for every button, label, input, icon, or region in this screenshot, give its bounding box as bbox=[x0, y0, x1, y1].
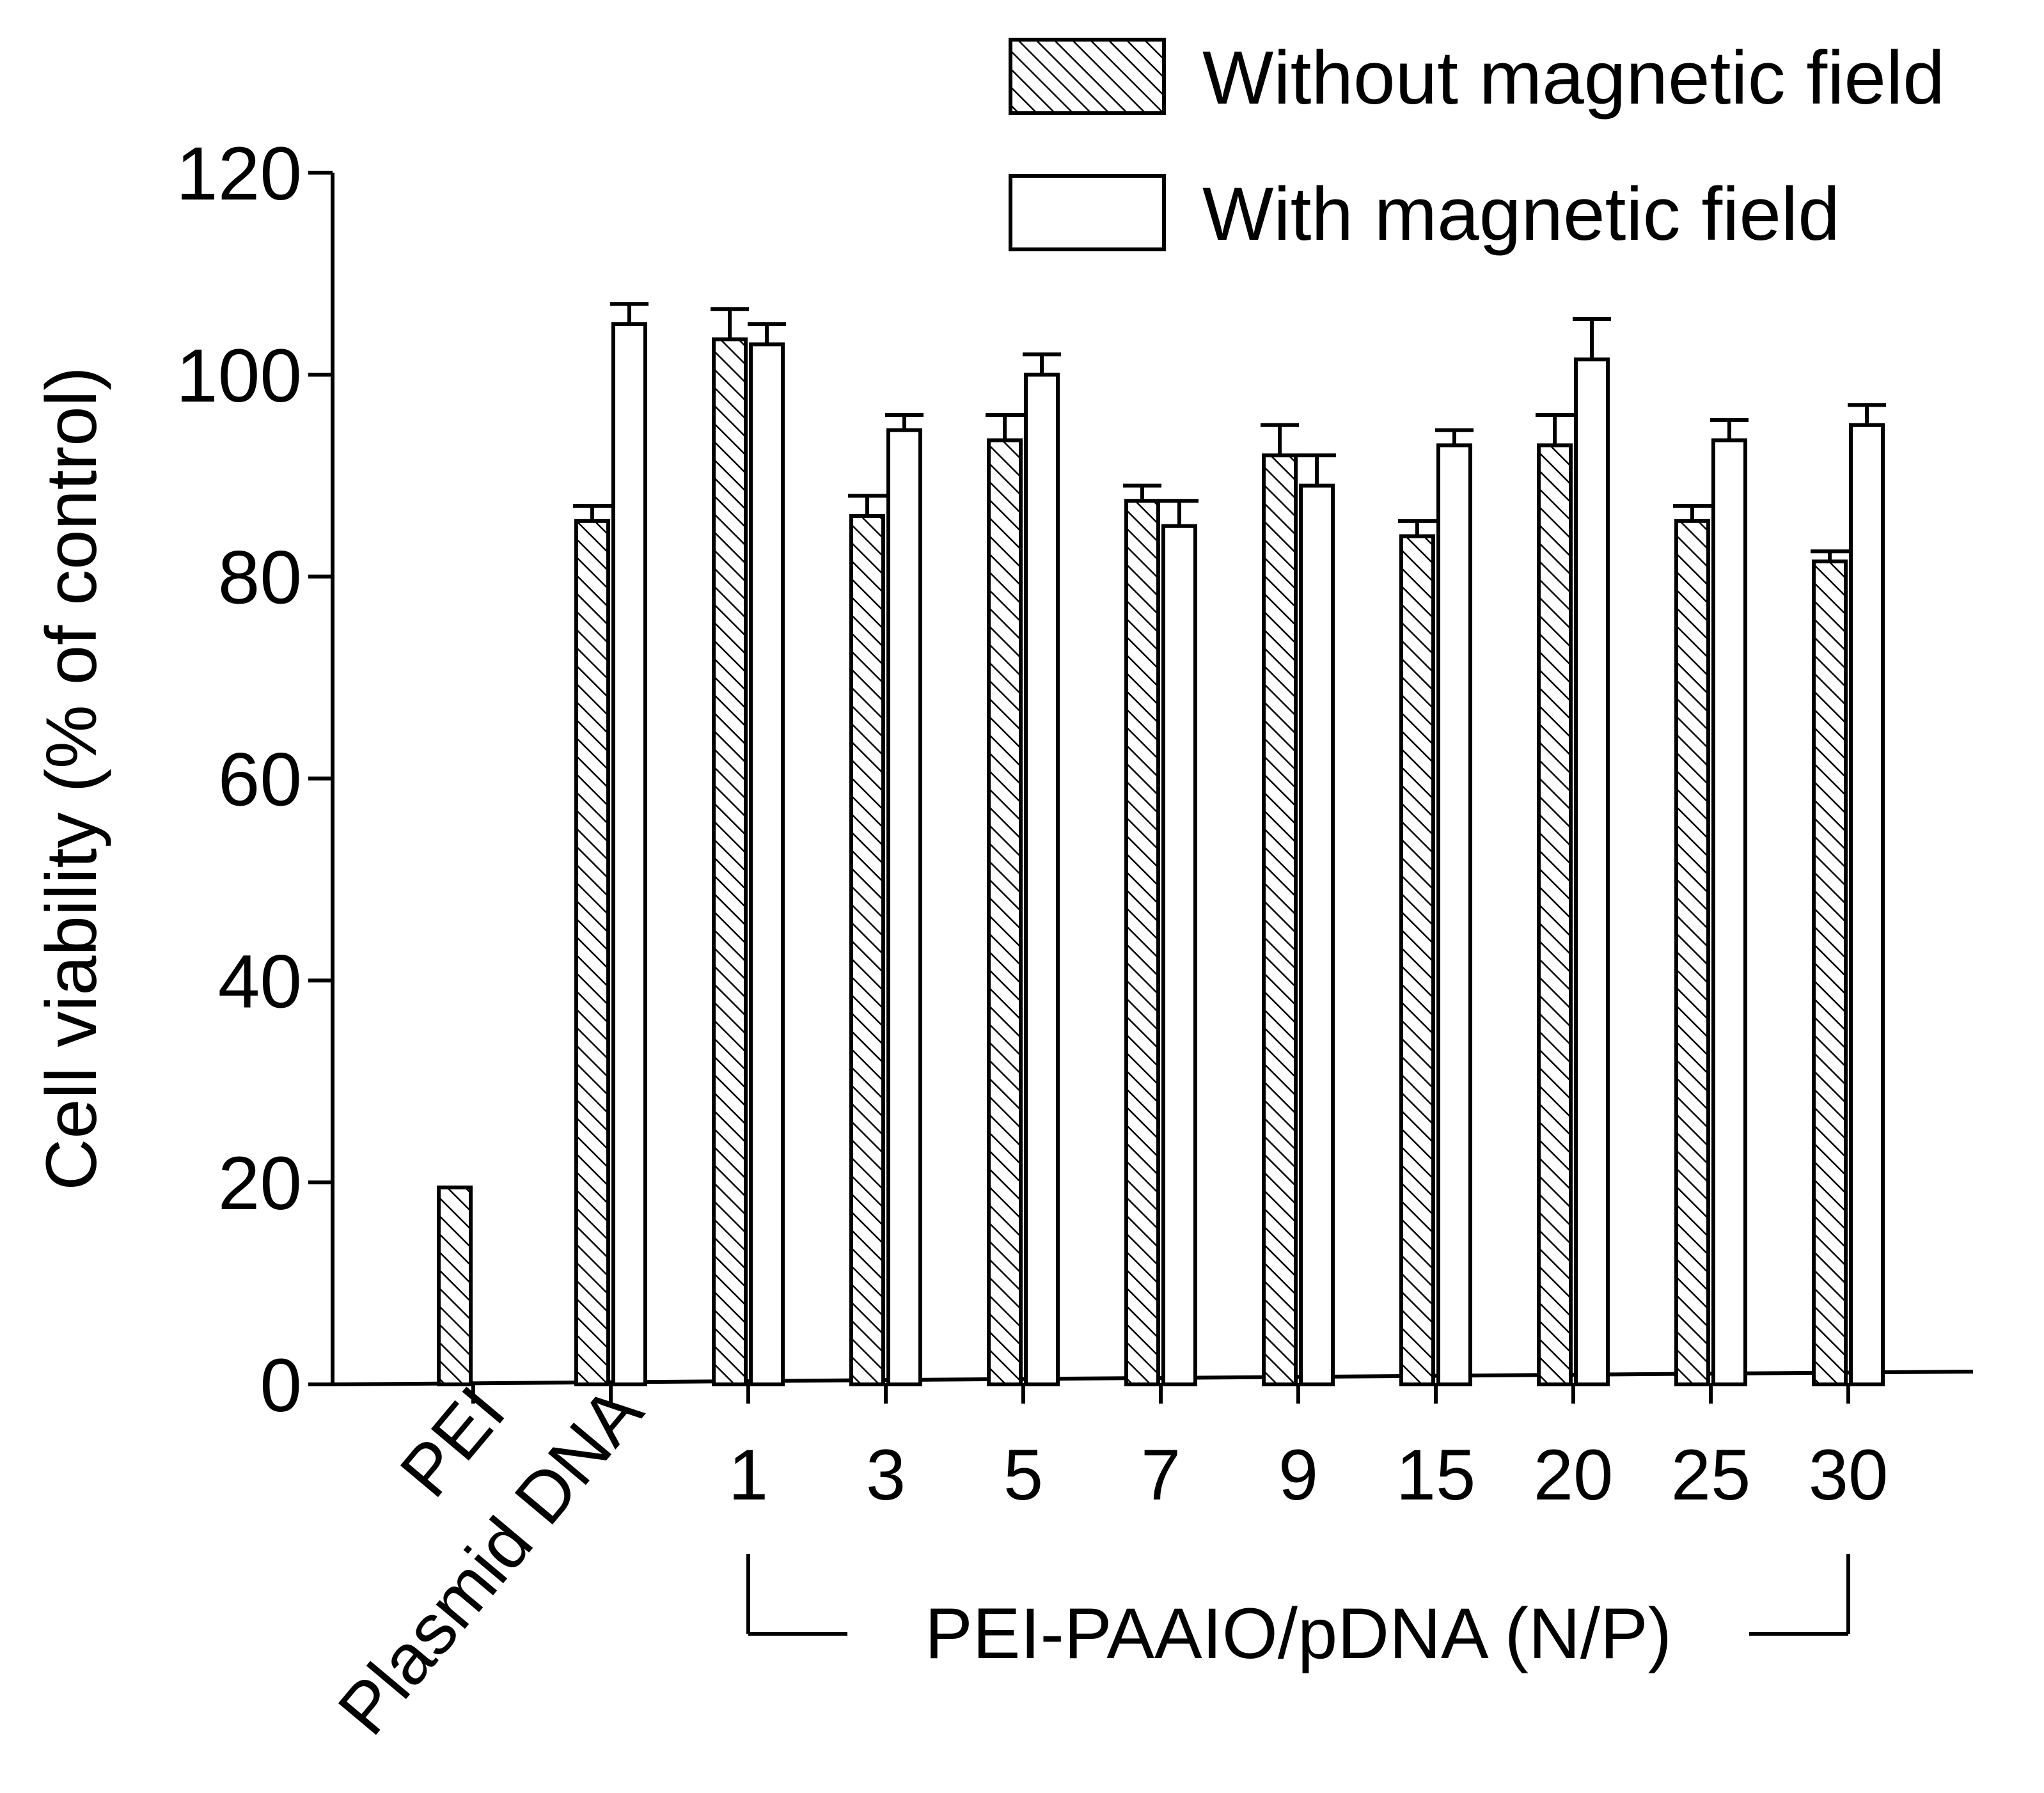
bar-with-6 bbox=[1301, 486, 1333, 1384]
legend-swatch-without bbox=[1010, 40, 1164, 113]
bar-with-1 bbox=[613, 324, 645, 1384]
bar-with-3 bbox=[888, 430, 920, 1384]
y-tick-label-60: 60 bbox=[218, 738, 302, 822]
bar-without-8 bbox=[1539, 445, 1571, 1384]
legend-swatch-with bbox=[1010, 176, 1164, 249]
y-axis-title: Cell viability (% of control) bbox=[31, 366, 111, 1190]
x-label-3: 3 bbox=[866, 1435, 906, 1515]
bar-with-9 bbox=[1713, 440, 1745, 1384]
x-label-9: 25 bbox=[1671, 1435, 1751, 1515]
bar-with-5 bbox=[1163, 526, 1195, 1384]
bar-without-7 bbox=[1401, 536, 1433, 1385]
legend-label-without: Without magnetic field bbox=[1202, 36, 1945, 120]
bar-without-4 bbox=[989, 440, 1021, 1384]
legend-label-with: With magnetic field bbox=[1202, 172, 1840, 256]
bar-without-5 bbox=[1126, 501, 1158, 1384]
bar-with-10 bbox=[1851, 425, 1883, 1384]
y-tick-label-80: 80 bbox=[218, 536, 302, 620]
y-tick-label-100: 100 bbox=[176, 334, 302, 418]
y-tick-label-20: 20 bbox=[218, 1141, 302, 1226]
x-label-4: 5 bbox=[1003, 1435, 1043, 1515]
y-tick-label-40: 40 bbox=[218, 939, 302, 1024]
x-label-2: 1 bbox=[728, 1435, 768, 1515]
bar-with-7 bbox=[1438, 445, 1470, 1384]
bar-with-8 bbox=[1576, 359, 1608, 1384]
bar-without-1 bbox=[576, 521, 608, 1384]
y-tick-label-120: 120 bbox=[176, 132, 302, 216]
x-label-6: 9 bbox=[1278, 1435, 1318, 1515]
bar-with-4 bbox=[1026, 375, 1058, 1384]
x-label-10: 30 bbox=[1809, 1435, 1889, 1515]
bar-without-10 bbox=[1814, 561, 1846, 1384]
x-label-7: 15 bbox=[1396, 1435, 1476, 1515]
bar-without-0 bbox=[439, 1187, 471, 1384]
bar-without-2 bbox=[714, 340, 746, 1384]
group-label: PEI-PAAIO/pDNA (N/P) bbox=[925, 1593, 1672, 1673]
bar-with-2 bbox=[751, 344, 783, 1384]
bar-without-3 bbox=[851, 516, 883, 1384]
y-tick-label-0: 0 bbox=[260, 1343, 302, 1428]
bar-without-6 bbox=[1264, 455, 1296, 1384]
bar-without-9 bbox=[1676, 521, 1708, 1384]
x-label-8: 20 bbox=[1534, 1435, 1614, 1515]
x-label-5: 7 bbox=[1141, 1435, 1181, 1515]
